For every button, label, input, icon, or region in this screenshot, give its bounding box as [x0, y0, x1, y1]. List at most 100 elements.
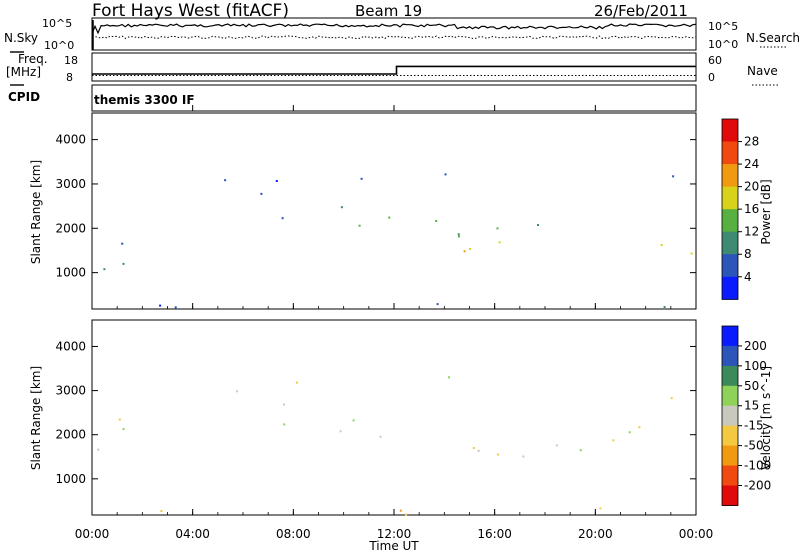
- range-gate-cell: [690, 252, 693, 255]
- range-gate-cell: [174, 306, 177, 309]
- range-gate-cell: [339, 430, 342, 433]
- x-axis-label: Time UT: [368, 539, 419, 553]
- y-tick-label: 3000: [55, 177, 86, 191]
- range-gate-cell: [399, 509, 402, 512]
- range-gate-cell: [159, 304, 162, 307]
- colorbar-swatch: [722, 231, 738, 255]
- range-gate-cell: [663, 306, 666, 308]
- power-panel-frame: [91, 112, 697, 310]
- range-gate-cell: [260, 192, 263, 195]
- range-gate-cell: [160, 510, 163, 512]
- colorbar-tick-label: 200: [744, 339, 767, 353]
- nave-tick-bottom: 0: [708, 71, 715, 84]
- frequency-series: [92, 65, 696, 76]
- noise-search-tick-top: 10^5: [708, 20, 738, 33]
- colorbar-tick-label: 15: [744, 399, 759, 413]
- range-gate-cell: [463, 250, 466, 253]
- range-gate-cell: [103, 268, 106, 271]
- range-gate-cell: [672, 175, 675, 178]
- colorbar-tick-label: 8: [744, 247, 752, 261]
- range-gate-cell: [283, 423, 286, 426]
- range-gate-cell: [121, 242, 124, 245]
- range-gate-cell: [444, 173, 447, 176]
- range-gate-cell: [498, 241, 501, 244]
- noise-search-label: N.Search: [746, 31, 800, 45]
- range-gate-cell: [638, 426, 641, 429]
- range-gate-cell: [612, 439, 615, 442]
- colorbar-tick-label: 50: [744, 379, 759, 393]
- y-tick-label: 1000: [55, 266, 86, 280]
- range-gate-cell: [660, 244, 663, 246]
- power-colorbar: 28 24 20 16 12 8 4: [721, 118, 759, 300]
- velocity-ylabel: Slant Range [km]: [29, 366, 43, 470]
- power-colorbar-label: Power [dB]: [759, 179, 773, 244]
- colorbar-swatch: [722, 405, 738, 427]
- range-gate-cell: [458, 235, 460, 238]
- velocity-colorbar-label: Velocity [m s^-1]: [759, 366, 773, 470]
- range-gate-cell: [472, 447, 475, 449]
- velocity-y-axis: 1000 2000 3000 4000: [55, 339, 696, 486]
- x-tick-label: 16:00: [477, 527, 512, 541]
- range-gate-cell: [236, 390, 239, 393]
- range-gate-cell: [599, 507, 602, 510]
- colorbar-swatch: [722, 326, 738, 347]
- range-gate-cell: [457, 233, 460, 236]
- colorbar-swatch: [722, 485, 738, 506]
- colorbar-swatch: [722, 445, 738, 466]
- beam-title: Beam 19: [355, 2, 422, 20]
- velocity-scatter: [97, 376, 673, 516]
- colorbar-tick-label: -200: [744, 478, 771, 492]
- range-gate-cell: [97, 448, 100, 451]
- y-tick-label: 1000: [55, 472, 86, 486]
- cpid-program-name: themis 3300 IF: [94, 93, 195, 107]
- velocity-colorbar: 200 100 50 15 -15 -50 -100 -200: [721, 325, 771, 506]
- power-y-axis: 1000 2000 3000 4000: [55, 133, 696, 280]
- range-gate-cell: [436, 303, 439, 306]
- noise-sky-tick-bottom: 10^0: [44, 39, 74, 52]
- range-gate-cell: [496, 227, 499, 230]
- x-tick-label: 00:00: [679, 527, 714, 541]
- range-gate-cell: [579, 449, 582, 452]
- power-ylabel: Slant Range [km]: [29, 160, 43, 264]
- power-scatter: [103, 173, 693, 309]
- nave-tick-top: 60: [708, 54, 722, 67]
- range-gate-cell: [497, 453, 500, 456]
- freq-label-line2: [MHz]: [6, 65, 41, 79]
- range-gate-cell: [670, 397, 673, 400]
- range-gate-cell: [281, 217, 284, 220]
- noise-sky-tick-top: 10^5: [42, 17, 72, 30]
- range-gate-cell: [405, 513, 408, 516]
- freq-label-line1: Freq.: [18, 52, 48, 66]
- noise-search-tick-bottom: 10^0: [708, 38, 738, 51]
- range-gate-cell: [122, 428, 125, 431]
- range-gate-cell: [296, 381, 298, 384]
- velocity-panel-frame: [91, 319, 697, 516]
- x-tick-label: 04:00: [175, 527, 210, 541]
- colorbar-tick-label: 24: [744, 157, 759, 171]
- range-gate-cell: [340, 206, 343, 209]
- range-gate-cell: [388, 216, 391, 219]
- noise-sky-label: N.Sky: [4, 31, 38, 45]
- range-gate-cell: [435, 220, 438, 222]
- range-gate-cell: [122, 262, 125, 265]
- y-tick-label: 2000: [55, 428, 86, 442]
- range-gate-cell: [275, 180, 278, 182]
- colorbar-tick-label: 4: [744, 270, 752, 284]
- time-x-axis: 00:00 04:00 08:00 12:00 16:00 20:00 00:00: [75, 105, 714, 541]
- y-tick-label: 4000: [55, 339, 86, 353]
- colorbar-swatch: [722, 365, 738, 387]
- colorbar-swatch: [722, 425, 738, 447]
- x-tick-label: 20:00: [578, 527, 613, 541]
- cpid-label: CPID: [8, 90, 40, 104]
- range-gate-cell: [628, 431, 631, 434]
- noise-series: [91, 20, 697, 50]
- y-tick-label: 4000: [55, 133, 86, 147]
- range-gate-cell: [224, 179, 227, 182]
- x-tick-label: 00:00: [75, 527, 110, 541]
- colorbar-swatch: [722, 209, 738, 233]
- colorbar-tick-label: 12: [744, 225, 759, 239]
- nave-label: Nave: [747, 64, 778, 78]
- frequency-line: [92, 65, 696, 75]
